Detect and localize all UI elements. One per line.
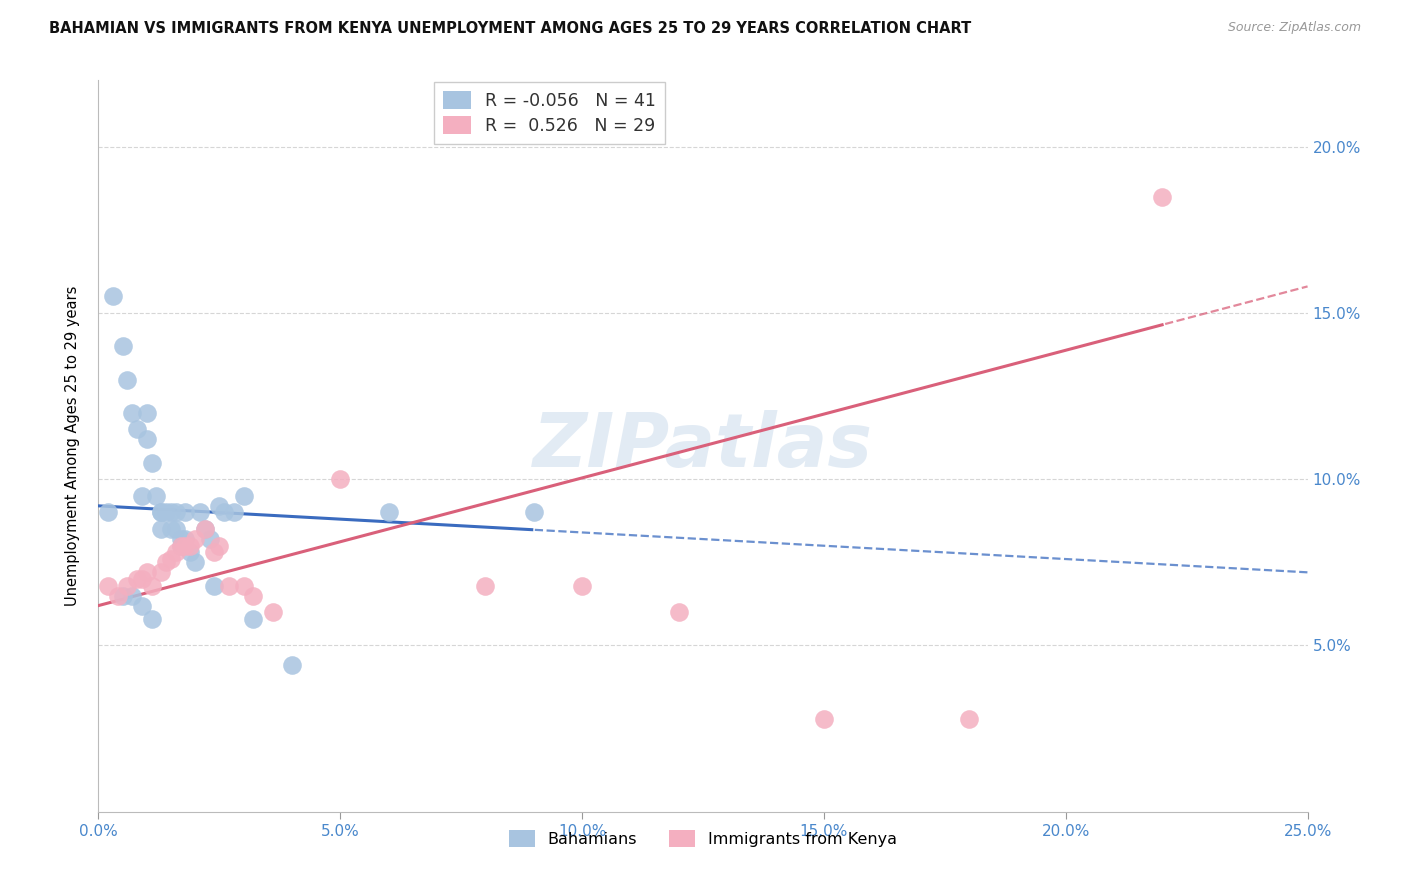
Point	[121, 406, 143, 420]
Point	[262, 605, 284, 619]
Point	[135, 406, 157, 420]
Point	[474, 579, 496, 593]
Point	[169, 539, 191, 553]
Point	[107, 589, 129, 603]
Point	[198, 532, 221, 546]
Point	[174, 532, 197, 546]
Point	[242, 589, 264, 603]
Point	[155, 555, 177, 569]
Point	[131, 599, 153, 613]
Text: ZIPatlas: ZIPatlas	[533, 409, 873, 483]
Point	[131, 489, 153, 503]
Point	[127, 422, 149, 436]
Y-axis label: Unemployment Among Ages 25 to 29 years: Unemployment Among Ages 25 to 29 years	[65, 285, 80, 607]
Point	[111, 339, 134, 353]
Point	[145, 489, 167, 503]
Point	[121, 589, 143, 603]
Point	[179, 545, 201, 559]
Point	[204, 579, 226, 593]
Point	[165, 522, 187, 536]
Point	[117, 579, 139, 593]
Point	[150, 506, 173, 520]
Point	[194, 522, 217, 536]
Point	[135, 433, 157, 447]
Point	[150, 506, 173, 520]
Point	[101, 289, 124, 303]
Point	[150, 566, 173, 580]
Point	[160, 506, 183, 520]
Point	[184, 532, 207, 546]
Point	[218, 579, 240, 593]
Point	[208, 539, 231, 553]
Point	[97, 506, 120, 520]
Point	[668, 605, 690, 619]
Point	[571, 579, 593, 593]
Point	[141, 456, 163, 470]
Point	[174, 506, 197, 520]
Point	[131, 572, 153, 586]
Point	[97, 579, 120, 593]
Point	[150, 522, 173, 536]
Point	[165, 545, 187, 559]
Point	[232, 579, 254, 593]
Point	[141, 612, 163, 626]
Point	[174, 539, 197, 553]
Point	[523, 506, 546, 520]
Text: Source: ZipAtlas.com: Source: ZipAtlas.com	[1227, 21, 1361, 34]
Point	[232, 489, 254, 503]
Legend: Bahamians, Immigrants from Kenya: Bahamians, Immigrants from Kenya	[502, 822, 904, 855]
Text: BAHAMIAN VS IMMIGRANTS FROM KENYA UNEMPLOYMENT AMONG AGES 25 TO 29 YEARS CORRELA: BAHAMIAN VS IMMIGRANTS FROM KENYA UNEMPL…	[49, 21, 972, 36]
Point	[179, 539, 201, 553]
Point	[160, 552, 183, 566]
Point	[242, 612, 264, 626]
Point	[135, 566, 157, 580]
Point	[188, 506, 211, 520]
Point	[117, 372, 139, 386]
Point	[155, 506, 177, 520]
Point	[377, 506, 399, 520]
Point	[212, 506, 235, 520]
Point	[111, 589, 134, 603]
Point	[165, 506, 187, 520]
Point	[127, 572, 149, 586]
Point	[204, 545, 226, 559]
Point	[160, 522, 183, 536]
Point	[184, 555, 207, 569]
Point	[208, 499, 231, 513]
Point	[1152, 189, 1174, 203]
Point	[957, 712, 980, 726]
Point	[169, 532, 191, 546]
Point	[141, 579, 163, 593]
Point	[281, 658, 304, 673]
Point	[169, 539, 191, 553]
Point	[194, 522, 217, 536]
Point	[329, 472, 352, 486]
Point	[813, 712, 835, 726]
Point	[222, 506, 245, 520]
